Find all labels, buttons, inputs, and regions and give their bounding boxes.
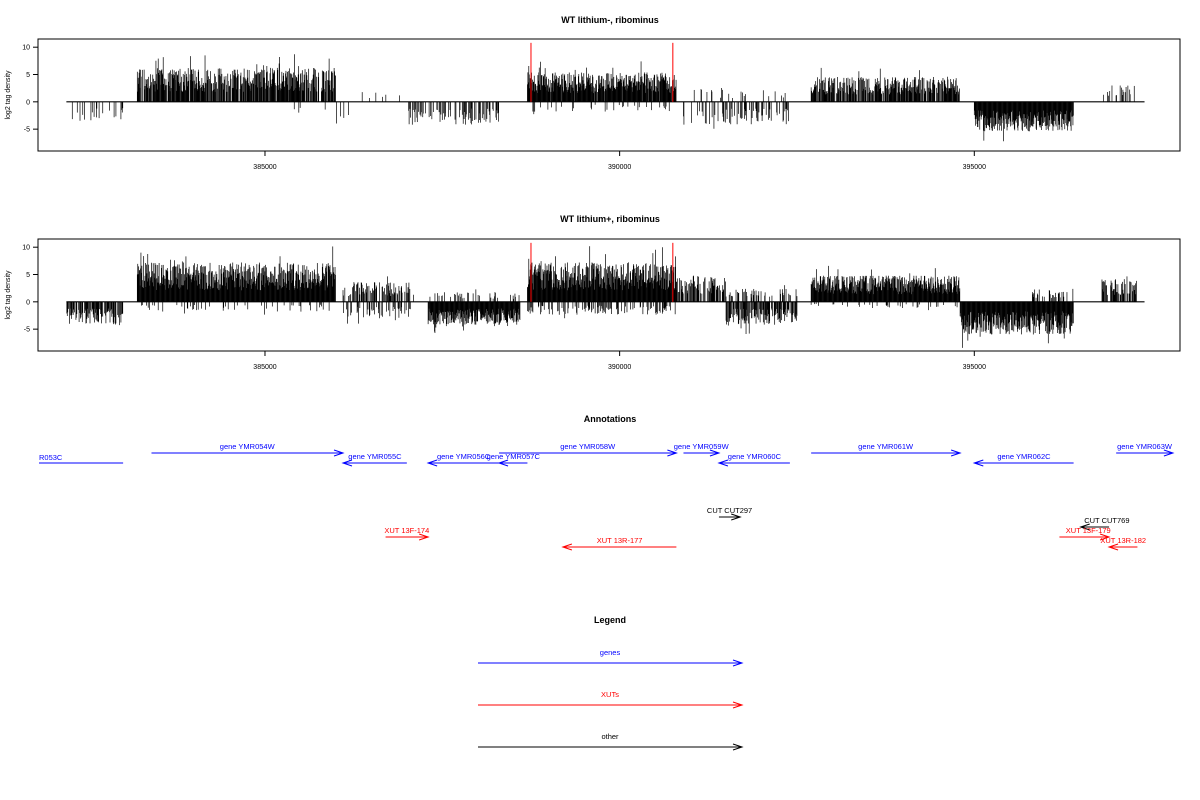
gene-feature	[151, 449, 345, 457]
cut-label: CUT CUT297	[707, 506, 752, 515]
annotations-panel: Annotations R053C gene YMR054W gene YMR055…	[39, 414, 1175, 551]
gene-feature	[497, 459, 528, 467]
gene-label: gene YMR063W	[1117, 442, 1173, 451]
arrow-head	[1079, 523, 1090, 531]
arrow-head	[418, 533, 430, 541]
x-axis-ticks: 385000 390000 395000	[253, 151, 986, 171]
gene-feature	[683, 449, 721, 457]
arrow-head	[341, 459, 353, 467]
legend-arrow-head	[732, 743, 744, 751]
xut-label: XUT 13F-179	[1066, 526, 1111, 535]
gene-label: gene YMR062C	[997, 452, 1051, 461]
plot-frame	[37, 238, 1181, 352]
x-tick-label: 385000	[253, 364, 276, 371]
track-panel-lithium-plus: WT lithium+, ribominus log2 tag density …	[5, 214, 1181, 371]
panel-title: WT lithium-, ribominus	[561, 15, 659, 25]
tag-density-bars	[66, 246, 1145, 348]
gene-label: gene YMR054W	[220, 442, 276, 451]
xut-label: XUT 13R-182	[1100, 536, 1146, 545]
xut-feature	[1059, 533, 1111, 541]
y-tick-label: 10	[22, 245, 30, 252]
legend-item: other	[478, 732, 744, 751]
y-tick-label: 0	[26, 299, 30, 306]
legend-title: Legend	[594, 615, 626, 625]
panel-title: WT lithium+, ribominus	[560, 214, 660, 224]
arrow-head	[333, 449, 345, 457]
y-tick-label: -5	[24, 127, 30, 134]
cut-label: CUT CUT769	[1084, 516, 1129, 525]
x-tick-label: 385000	[253, 164, 276, 171]
gene-feature	[426, 459, 500, 467]
gene-label: gene YMR059W	[674, 442, 730, 451]
y-axis-label: log2 tag density	[5, 270, 12, 320]
gene-feature	[341, 459, 407, 467]
y-axis-ticks: -5 0 5 10	[22, 245, 38, 334]
x-tick-label: 390000	[608, 164, 631, 171]
annotations-title: Annotations	[584, 414, 637, 424]
arrow-head	[731, 513, 742, 521]
region-markers	[530, 242, 674, 302]
gene-label: gene YMR057C	[487, 452, 541, 461]
xut-label: XUT 13R-177	[597, 536, 643, 545]
y-tick-label: 0	[26, 99, 30, 106]
gene-feature	[717, 459, 790, 467]
gene-label: gene YMR056C	[437, 452, 491, 461]
y-axis-ticks: -5 0 5 10	[22, 45, 38, 134]
tag-density-bars	[66, 54, 1145, 142]
y-tick-label: 10	[22, 45, 30, 52]
gene-feature	[1116, 449, 1175, 457]
gene-feature	[811, 449, 962, 457]
annotation-features: R053C gene YMR054W gene YMR055C gene YMR056…	[39, 442, 1175, 551]
xut-feature	[1107, 543, 1138, 551]
arrow-head	[426, 459, 438, 467]
arrow-head	[561, 543, 573, 551]
xut-feature	[561, 543, 677, 551]
gene-label: gene YMR061W	[858, 442, 914, 451]
xut-feature	[385, 533, 430, 541]
plot-frame	[37, 38, 1181, 152]
legend-arrow-head	[732, 701, 744, 709]
legend-item-label: other	[601, 732, 619, 741]
x-tick-label: 390000	[608, 364, 631, 371]
cut-feature	[1079, 523, 1110, 531]
gene-label: R053C	[39, 453, 63, 462]
legend-arrow-head	[732, 659, 744, 667]
arrow-head	[1107, 543, 1119, 551]
arrow-head	[972, 459, 984, 467]
legend-item: XUTs	[478, 690, 744, 709]
y-tick-label: 5	[26, 72, 30, 79]
legend-item: genes	[478, 648, 744, 667]
gene-feature	[972, 459, 1074, 467]
arrow-head	[1163, 449, 1175, 457]
x-tick-label: 395000	[963, 364, 986, 371]
y-tick-label: 5	[26, 272, 30, 279]
arrow-head	[497, 459, 509, 467]
x-tick-label: 395000	[963, 164, 986, 171]
x-axis-ticks: 385000 390000 395000	[253, 351, 986, 371]
y-axis-label: log2 tag density	[5, 70, 12, 120]
xut-label: XUT 13F-174	[384, 526, 429, 535]
gene-label: gene YMR058W	[560, 442, 616, 451]
arrow-head	[709, 449, 721, 457]
gene-label: gene YMR060C	[728, 452, 782, 461]
cut-feature	[718, 513, 742, 521]
track-panel-lithium-minus: WT lithium-, ribominus log2 tag density …	[5, 15, 1181, 171]
region-markers	[530, 42, 674, 102]
legend: Legend genes XUTs other	[478, 615, 744, 751]
legend-item-label: genes	[600, 648, 621, 657]
arrow-head	[1099, 533, 1111, 541]
arrow-head	[667, 449, 678, 457]
legend-items: genes XUTs other	[478, 648, 744, 751]
arrow-head	[950, 449, 962, 457]
gene-feature	[499, 449, 678, 457]
gene-label: gene YMR055C	[348, 452, 402, 461]
legend-item-label: XUTs	[601, 690, 619, 699]
y-tick-label: -5	[24, 327, 30, 334]
arrow-head	[717, 459, 729, 467]
